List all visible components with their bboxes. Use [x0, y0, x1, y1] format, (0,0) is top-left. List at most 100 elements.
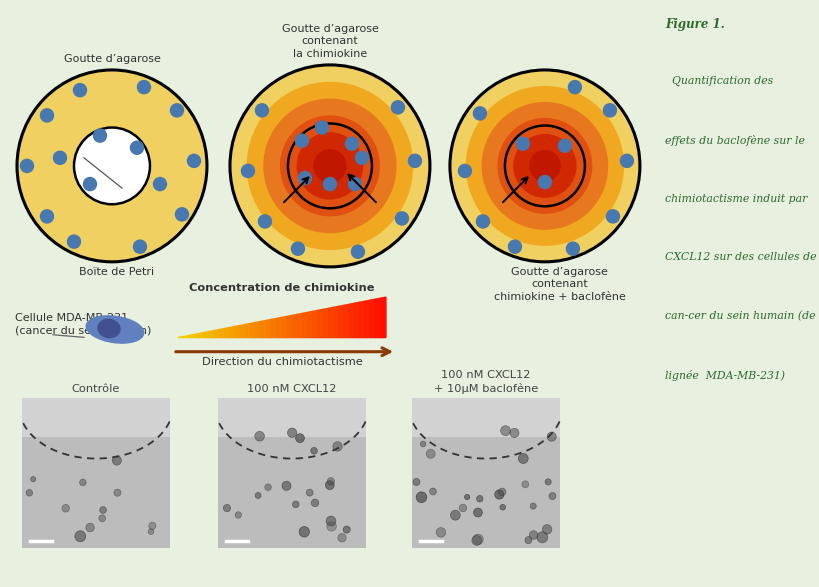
Circle shape — [26, 490, 33, 496]
Polygon shape — [271, 318, 277, 338]
Circle shape — [30, 477, 36, 482]
Bar — [218, 398, 365, 437]
Text: Quantification des: Quantification des — [664, 76, 776, 86]
Circle shape — [473, 534, 482, 545]
Circle shape — [420, 441, 425, 447]
Ellipse shape — [98, 319, 120, 338]
Circle shape — [223, 504, 230, 512]
Circle shape — [620, 154, 632, 167]
Circle shape — [296, 132, 363, 200]
Text: CXCL12 sur des cellules de: CXCL12 sur des cellules de — [664, 252, 816, 262]
Polygon shape — [198, 332, 204, 338]
Circle shape — [494, 490, 504, 499]
Circle shape — [175, 208, 188, 221]
Polygon shape — [193, 333, 198, 338]
Circle shape — [513, 134, 576, 198]
Polygon shape — [245, 323, 251, 338]
Circle shape — [450, 510, 459, 520]
Circle shape — [464, 494, 469, 500]
Polygon shape — [302, 312, 308, 338]
Circle shape — [188, 154, 200, 167]
Circle shape — [325, 481, 334, 490]
Circle shape — [311, 499, 319, 507]
Polygon shape — [188, 335, 193, 338]
Circle shape — [481, 102, 608, 230]
Circle shape — [148, 529, 154, 535]
Circle shape — [256, 104, 268, 117]
Circle shape — [114, 489, 121, 496]
Circle shape — [327, 478, 334, 485]
Circle shape — [170, 104, 183, 117]
Circle shape — [86, 523, 94, 532]
Polygon shape — [318, 309, 324, 338]
Circle shape — [326, 516, 336, 526]
Circle shape — [40, 109, 53, 122]
Circle shape — [247, 82, 413, 250]
Circle shape — [545, 479, 550, 485]
Circle shape — [241, 164, 254, 177]
Circle shape — [84, 177, 97, 191]
Polygon shape — [209, 330, 214, 338]
Circle shape — [508, 240, 521, 253]
Polygon shape — [251, 322, 256, 338]
Bar — [22, 398, 170, 437]
Circle shape — [67, 235, 80, 248]
Polygon shape — [333, 306, 339, 338]
Circle shape — [295, 434, 304, 443]
Circle shape — [416, 492, 426, 502]
Polygon shape — [229, 326, 235, 338]
Polygon shape — [260, 321, 266, 338]
Circle shape — [326, 521, 336, 531]
Circle shape — [450, 70, 639, 262]
Polygon shape — [370, 299, 375, 338]
Circle shape — [391, 101, 404, 114]
Circle shape — [509, 429, 518, 437]
Circle shape — [20, 159, 34, 173]
Circle shape — [538, 176, 550, 188]
Circle shape — [148, 522, 156, 529]
Circle shape — [524, 537, 532, 544]
Polygon shape — [204, 332, 209, 338]
Circle shape — [413, 478, 419, 485]
Circle shape — [476, 495, 482, 502]
Circle shape — [40, 210, 53, 223]
Circle shape — [465, 86, 623, 246]
Circle shape — [476, 215, 489, 228]
Text: lignée  MDA-MB-231): lignée MDA-MB-231) — [664, 370, 785, 381]
Circle shape — [548, 492, 555, 500]
Circle shape — [263, 99, 396, 233]
Text: Cellule MDA-MB-231
(cancer du sein humain): Cellule MDA-MB-231 (cancer du sein humai… — [15, 313, 152, 336]
Polygon shape — [360, 301, 364, 338]
Text: Goutte d’agarose
contenant
chimiokine + baclofène: Goutte d’agarose contenant chimiokine + … — [493, 267, 625, 302]
Circle shape — [343, 526, 350, 533]
Polygon shape — [297, 313, 302, 338]
Circle shape — [323, 177, 336, 191]
Circle shape — [100, 507, 106, 514]
Circle shape — [299, 527, 309, 537]
Circle shape — [603, 104, 616, 117]
Polygon shape — [313, 311, 318, 338]
Circle shape — [255, 431, 264, 441]
Polygon shape — [219, 329, 224, 338]
Circle shape — [395, 212, 408, 225]
Circle shape — [305, 489, 313, 496]
Bar — [411, 398, 559, 437]
Circle shape — [458, 164, 471, 177]
Circle shape — [429, 488, 436, 495]
Polygon shape — [380, 297, 386, 338]
Circle shape — [292, 501, 299, 508]
Circle shape — [536, 532, 547, 543]
Circle shape — [287, 428, 296, 437]
Circle shape — [521, 481, 528, 488]
Circle shape — [153, 177, 166, 191]
Circle shape — [516, 137, 529, 150]
Circle shape — [74, 83, 86, 97]
Circle shape — [79, 479, 86, 486]
Bar — [22, 398, 170, 548]
Circle shape — [498, 488, 505, 495]
Circle shape — [333, 441, 342, 451]
Circle shape — [93, 129, 106, 142]
Circle shape — [258, 215, 271, 228]
Circle shape — [497, 118, 591, 214]
Polygon shape — [292, 315, 297, 338]
